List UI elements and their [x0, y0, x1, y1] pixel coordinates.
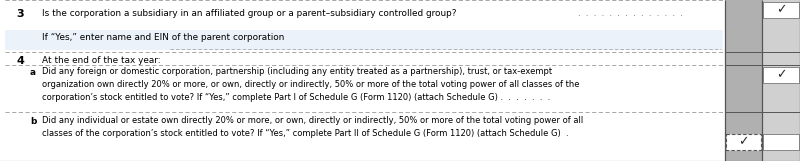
Bar — [726, 134, 761, 150]
Bar — [763, 67, 799, 83]
Bar — [5, 30, 723, 50]
Text: ✓: ✓ — [776, 68, 786, 81]
Text: a: a — [30, 68, 36, 77]
Bar — [763, 2, 799, 18]
Text: corporation’s stock entitled to vote? If “Yes,” complete Part I of Schedule G (F: corporation’s stock entitled to vote? If… — [42, 93, 550, 102]
Bar — [762, 112, 800, 161]
Bar — [725, 0, 762, 52]
Text: ✓: ✓ — [776, 4, 786, 16]
Bar — [725, 112, 762, 161]
Text: 4: 4 — [16, 56, 24, 66]
Bar — [725, 52, 762, 65]
Text: At the end of the tax year:: At the end of the tax year: — [42, 56, 161, 65]
Text: b: b — [30, 117, 36, 126]
Text: If “Yes,” enter name and EIN of the parent corporation: If “Yes,” enter name and EIN of the pare… — [42, 33, 284, 42]
Text: Did any foreign or domestic corporation, partnership (including any entity treat: Did any foreign or domestic corporation,… — [42, 67, 552, 76]
Text: organization own directly 20% or more, or own, directly or indirectly, 50% or mo: organization own directly 20% or more, o… — [42, 80, 579, 89]
Text: Is the corporation a subsidiary in an affiliated group or a parent–subsidiary co: Is the corporation a subsidiary in an af… — [42, 9, 457, 18]
Text: Did any individual or estate own directly 20% or more, or own, directly or indir: Did any individual or estate own directl… — [42, 116, 583, 125]
Text: classes of the corporation’s stock entitled to vote? If “Yes,” complete Part II : classes of the corporation’s stock entit… — [42, 129, 569, 138]
Bar — [762, 0, 800, 52]
Bar — [725, 65, 762, 112]
Text: ✓: ✓ — [738, 136, 749, 148]
Text: 3: 3 — [16, 9, 24, 19]
Text: .  .  .  .  .  .  .  .  .  .  .  .  .  .: . . . . . . . . . . . . . . — [578, 9, 683, 18]
Bar — [763, 134, 799, 150]
Bar — [762, 65, 800, 112]
Bar — [762, 52, 800, 65]
